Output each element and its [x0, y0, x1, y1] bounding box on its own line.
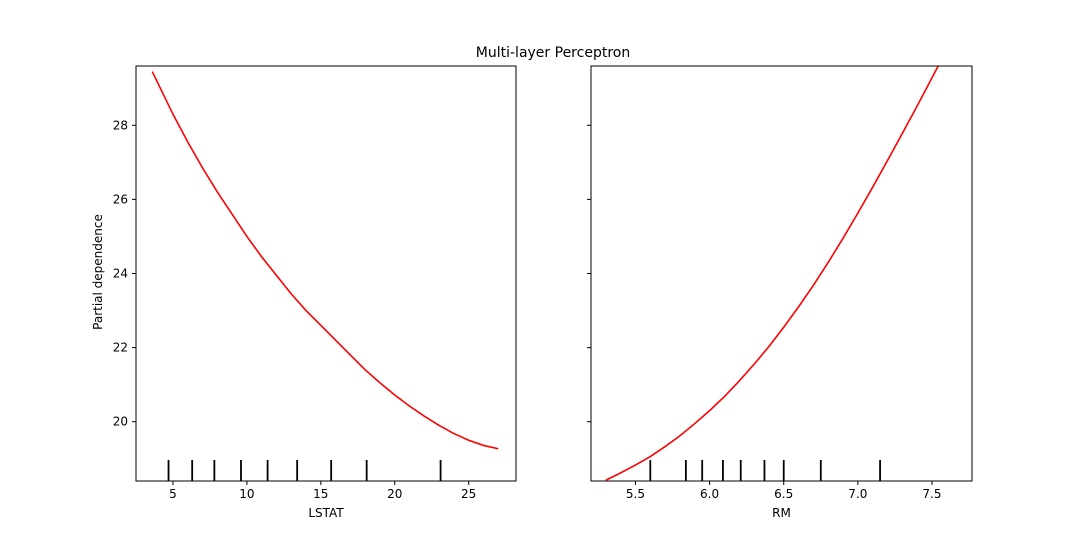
x-tick-label: 7.5 [922, 487, 941, 501]
pd-line [605, 66, 940, 481]
x-tick-label: 6.0 [700, 487, 719, 501]
x-tick-label: 15 [313, 487, 328, 501]
x-tick-label: 20 [387, 487, 402, 501]
rm-panel: 5.5 6.0 6.5 7.0 7.5 RM [587, 65, 973, 520]
axes-frame [590, 65, 973, 482]
x-tick-label: 5.5 [626, 487, 645, 501]
x-axis-label: RM [772, 506, 791, 520]
x-axis-label: LSTAT [308, 506, 344, 520]
plot-area [151, 71, 499, 481]
y-tick-label: 22 [113, 341, 128, 355]
y-axis-label: Partial dependence [91, 214, 105, 330]
pd-line [151, 71, 499, 450]
x-tick-label: 6.5 [774, 487, 793, 501]
y-tick-label: 26 [113, 192, 128, 206]
axes-frame [135, 65, 517, 482]
y-tick-label: 28 [113, 118, 128, 132]
chart-title: Multi-layer Perceptron [476, 45, 630, 61]
plot-area [605, 66, 940, 481]
y-tick-label: 20 [113, 415, 128, 429]
x-tick-label: 10 [239, 487, 254, 501]
x-tick-label: 25 [461, 487, 476, 501]
x-tick-label: 5 [169, 487, 177, 501]
lstat-panel: 20 22 24 26 28 5 10 15 20 25 LSTAT [113, 65, 517, 520]
x-tick-label: 7.0 [848, 487, 867, 501]
y-tick-label: 24 [113, 267, 128, 281]
